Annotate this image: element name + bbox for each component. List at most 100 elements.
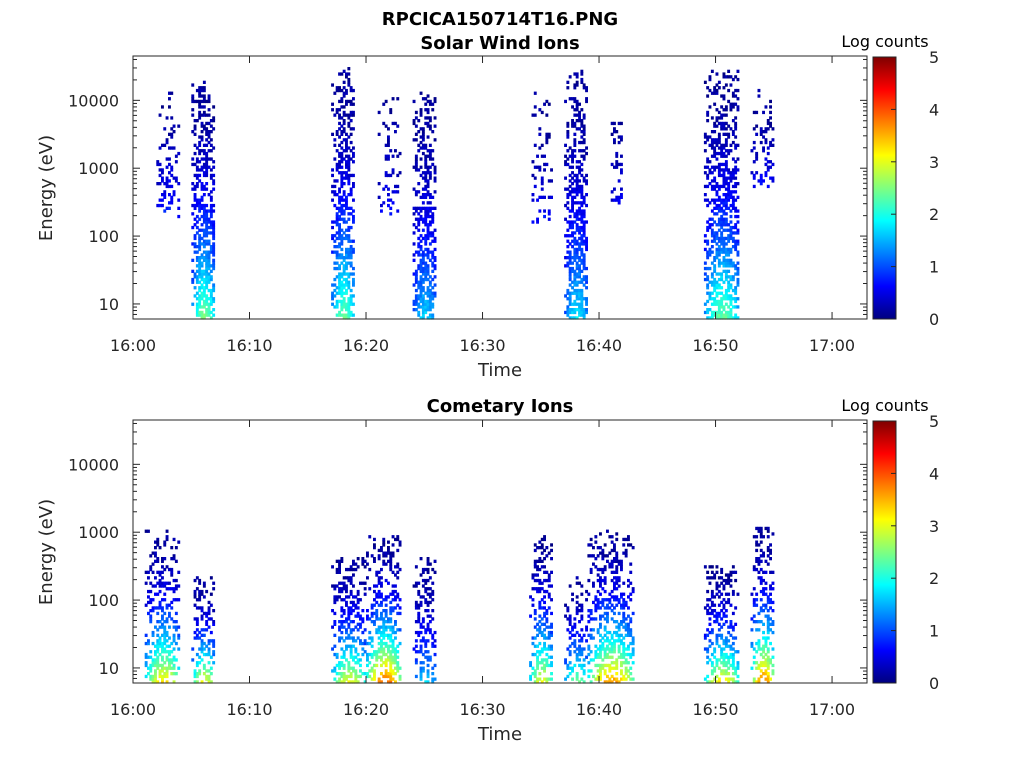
- solar-wind-spectrogram-cell: [412, 283, 416, 287]
- cometary-spectrogram-cell: [706, 589, 710, 594]
- cometary-spectrogram-cell: [354, 655, 358, 659]
- cometary-spectrogram-cell: [545, 578, 549, 583]
- cometary-spectrogram-cell: [375, 658, 379, 662]
- cometary-spectrogram-cell: [394, 622, 397, 626]
- solar-wind-spectrogram-cell: [428, 193, 432, 197]
- solar-wind-spectrogram-cell: [342, 269, 346, 273]
- solar-wind-spectrogram-cell: [615, 151, 619, 156]
- solar-wind-spectrogram-cell: [582, 116, 586, 120]
- solar-wind-spectrogram-cell: [729, 203, 733, 208]
- cometary-spectrogram-cell: [722, 647, 726, 651]
- solar-wind-spectrogram-cell: [617, 135, 621, 139]
- cometary-spectrogram-cell: [396, 661, 400, 665]
- solar-wind-spectrogram-cell: [715, 283, 719, 287]
- solar-wind-spectrogram-cell: [391, 190, 395, 194]
- cometary-spectrogram-cell: [340, 680, 344, 684]
- solar-wind-spectrogram-cell: [752, 140, 756, 145]
- cometary-spectrogram-cell: [724, 677, 728, 681]
- cometary-spectrogram-cell: [580, 663, 584, 668]
- cometary-spectrogram-cell: [550, 663, 553, 668]
- cometary-spectrogram-cell: [706, 680, 710, 684]
- cometary-spectrogram-cell: [340, 589, 344, 594]
- cometary-spectrogram-cell: [419, 674, 423, 679]
- cometary-spectrogram-cell: [608, 535, 612, 539]
- solar-wind-spectrogram-cell: [582, 258, 586, 262]
- solar-wind-spectrogram-cell: [414, 165, 418, 169]
- solar-wind-spectrogram-cell: [193, 143, 197, 147]
- solar-wind-spectrogram-cell: [342, 299, 346, 304]
- solar-wind-spectrogram-cell: [766, 146, 770, 150]
- solar-wind-spectrogram-cell: [717, 272, 721, 276]
- solar-wind-spectrogram-cell: [575, 184, 579, 189]
- cometary-spectrogram-cell: [568, 666, 572, 670]
- solar-wind-spectrogram-cell: [713, 220, 717, 224]
- solar-wind-spectrogram-cell: [352, 110, 355, 115]
- solar-wind-spectrogram-cell: [202, 231, 206, 235]
- cometary-spectrogram-cell: [624, 672, 628, 676]
- cometary-spectrogram-cell: [380, 614, 383, 618]
- cometary-spectrogram-cell: [331, 609, 334, 613]
- solar-wind-spectrogram-cell: [734, 176, 738, 180]
- solar-wind-spectrogram-cell: [715, 313, 719, 317]
- cometary-spectrogram-cell: [394, 630, 397, 635]
- solar-wind-spectrogram-cell: [205, 173, 209, 178]
- cometary-spectrogram-cell: [370, 644, 374, 648]
- solar-wind-spectrogram-cell: [578, 225, 581, 230]
- solar-wind-spectrogram-cell: [209, 203, 213, 208]
- solar-wind-spectrogram-cell: [585, 266, 588, 271]
- cometary-spectrogram-cell: [417, 633, 421, 637]
- cometary-spectrogram-cell: [540, 587, 544, 591]
- solar-wind-spectrogram-cell: [349, 264, 353, 268]
- cometary-spectrogram-cell: [193, 680, 197, 684]
- solar-wind-spectrogram-cell: [729, 143, 733, 147]
- solar-wind-spectrogram-cell: [198, 245, 202, 249]
- cometary-spectrogram-cell: [603, 589, 607, 594]
- solar-wind-spectrogram-cell: [769, 116, 772, 120]
- solar-wind-spectrogram-cell: [412, 119, 416, 123]
- solar-wind-spectrogram-cell: [338, 283, 341, 287]
- cometary-spectrogram-cell: [608, 562, 612, 566]
- cometary-spectrogram-cell: [589, 628, 593, 632]
- solar-wind-spectrogram-cell: [710, 283, 714, 287]
- solar-wind-spectrogram-cell: [200, 121, 204, 126]
- solar-wind-spectrogram-cell: [431, 294, 435, 298]
- cometary-spectrogram-cell: [736, 661, 740, 665]
- cometary-spectrogram-cell: [706, 570, 710, 574]
- solar-wind-spectrogram-cell: [708, 143, 712, 147]
- solar-wind-spectrogram-cell: [734, 143, 738, 147]
- solar-wind-spectrogram-cell: [545, 140, 549, 145]
- solar-wind-spectrogram-cell: [580, 140, 584, 145]
- solar-wind-spectrogram-cell: [333, 266, 337, 271]
- solar-wind-spectrogram-cell: [713, 302, 717, 306]
- cometary-spectrogram-cell: [161, 641, 164, 646]
- cometary-spectrogram-cell: [615, 661, 619, 665]
- cometary-spectrogram-cell: [170, 557, 174, 561]
- solar-wind-spectrogram-cell: [424, 108, 428, 112]
- cometary-spectrogram-cell: [151, 630, 155, 635]
- solar-wind-spectrogram-cell: [198, 113, 202, 117]
- solar-wind-spectrogram-cell: [207, 242, 211, 246]
- solar-wind-spectrogram-cell: [342, 291, 346, 295]
- solar-wind-spectrogram-cell: [209, 176, 213, 180]
- cometary-spectrogram-cell: [613, 570, 616, 574]
- solar-wind-spectrogram-cell: [571, 149, 574, 153]
- solar-wind-spectrogram-cell: [566, 149, 570, 153]
- cometary-spectrogram-cell: [722, 655, 726, 659]
- cometary-spectrogram-cell: [342, 674, 346, 679]
- solar-wind-spectrogram-cell: [578, 310, 581, 315]
- cometary-spectrogram-cell: [421, 620, 425, 624]
- cometary-spectrogram-cell: [734, 680, 738, 684]
- cometary-spectrogram-cell: [424, 581, 428, 585]
- cometary-spectrogram-cell: [582, 680, 586, 684]
- cometary-spectrogram-cell: [431, 589, 435, 594]
- cometary-spectrogram-cell: [352, 658, 355, 662]
- cometary-spectrogram-cell: [340, 622, 344, 626]
- cometary-spectrogram-cell: [608, 680, 612, 684]
- cometary-spectrogram-cell: [599, 652, 602, 657]
- solar-wind-spectrogram-cell: [421, 206, 425, 210]
- cometary-spectrogram-cell: [766, 600, 770, 605]
- cometary-spectrogram-cell: [426, 592, 430, 596]
- solar-wind-spectrogram-cell: [580, 154, 584, 158]
- solar-wind-spectrogram-cell: [389, 149, 393, 153]
- solar-wind-spectrogram-cell: [582, 198, 586, 202]
